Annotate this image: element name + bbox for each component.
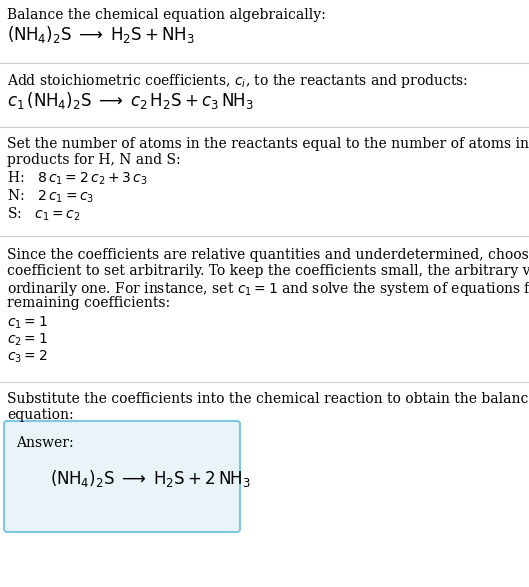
Text: $(\mathrm{NH}_4)_2\mathrm{S}\;\longrightarrow\;\mathrm{H}_2\mathrm{S} + \mathrm{: $(\mathrm{NH}_4)_2\mathrm{S}\;\longright… bbox=[7, 24, 195, 45]
Text: Substitute the coefficients into the chemical reaction to obtain the balanced: Substitute the coefficients into the che… bbox=[7, 392, 529, 406]
Text: Answer:: Answer: bbox=[16, 436, 74, 450]
Text: Add stoichiometric coefficients, $c_i$, to the reactants and products:: Add stoichiometric coefficients, $c_i$, … bbox=[7, 72, 468, 90]
Text: N:   $2\,c_1 = c_3$: N: $2\,c_1 = c_3$ bbox=[7, 188, 94, 205]
Text: equation:: equation: bbox=[7, 408, 74, 422]
Text: $c_1\,(\mathrm{NH}_4)_2\mathrm{S}\;\longrightarrow\;c_2\,\mathrm{H}_2\mathrm{S} : $c_1\,(\mathrm{NH}_4)_2\mathrm{S}\;\long… bbox=[7, 90, 254, 111]
Text: Set the number of atoms in the reactants equal to the number of atoms in the: Set the number of atoms in the reactants… bbox=[7, 137, 529, 151]
Text: coefficient to set arbitrarily. To keep the coefficients small, the arbitrary va: coefficient to set arbitrarily. To keep … bbox=[7, 264, 529, 278]
Text: ordinarily one. For instance, set $c_1 = 1$ and solve the system of equations fo: ordinarily one. For instance, set $c_1 =… bbox=[7, 280, 529, 298]
Text: remaining coefficients:: remaining coefficients: bbox=[7, 296, 170, 310]
Text: products for H, N and S:: products for H, N and S: bbox=[7, 153, 180, 167]
Text: Since the coefficients are relative quantities and underdetermined, choose a: Since the coefficients are relative quan… bbox=[7, 248, 529, 262]
Text: H:   $8\,c_1 = 2\,c_2 + 3\,c_3$: H: $8\,c_1 = 2\,c_2 + 3\,c_3$ bbox=[7, 170, 148, 187]
Text: $c_2 = 1$: $c_2 = 1$ bbox=[7, 332, 48, 349]
Text: $(\mathrm{NH}_4)_2\mathrm{S}\;\longrightarrow\;\mathrm{H}_2\mathrm{S} + 2\,\math: $(\mathrm{NH}_4)_2\mathrm{S}\;\longright… bbox=[50, 468, 251, 489]
Text: Balance the chemical equation algebraically:: Balance the chemical equation algebraica… bbox=[7, 8, 326, 22]
Text: $c_3 = 2$: $c_3 = 2$ bbox=[7, 349, 48, 365]
Text: S:   $c_1 = c_2$: S: $c_1 = c_2$ bbox=[7, 206, 80, 224]
FancyBboxPatch shape bbox=[4, 421, 240, 532]
Text: $c_1 = 1$: $c_1 = 1$ bbox=[7, 315, 48, 332]
